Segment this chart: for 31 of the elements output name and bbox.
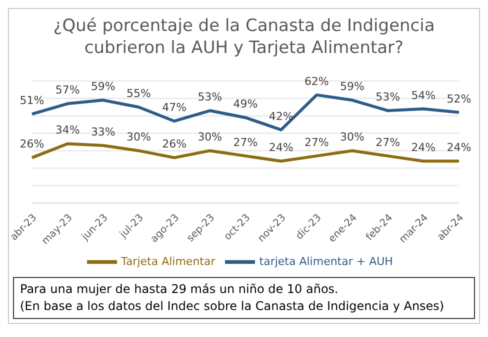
data-label: 27% <box>233 136 258 149</box>
data-label: 53% <box>376 90 400 104</box>
data-label: 49% <box>233 98 258 111</box>
data-label: 55% <box>126 87 151 100</box>
data-label: 62% <box>304 74 329 88</box>
data-label: 26% <box>162 138 187 151</box>
data-label: 24% <box>446 141 472 154</box>
text: Para una mujer de hasta 29 más un niño de 10 años. <box>20 281 340 298</box>
data-label: 27% <box>304 136 329 149</box>
chart-title: ¿Qué porcentaje de la Canasta de Indigencia cubrieron la AUH y Tarjeta Alimentar? <box>52 15 436 59</box>
data-label: 59% <box>90 80 116 94</box>
legend-label: Tarjeta Alimentar <box>121 255 216 268</box>
data-label: 26% <box>20 138 44 151</box>
data-label: 24% <box>411 141 436 154</box>
data-label: 33% <box>90 125 116 138</box>
data-label: 53% <box>198 90 222 104</box>
data-label: 57% <box>55 84 80 97</box>
text: (En base a los datos del Indec sobre la Canasta de Indigencia y Anses) <box>20 298 446 315</box>
data-label: 30% <box>340 130 364 144</box>
data-label: 24% <box>268 141 294 154</box>
data-label: 30% <box>126 130 151 144</box>
data-label: 59% <box>340 80 364 94</box>
data-label: 42% <box>268 110 294 123</box>
data-label: 34% <box>55 124 80 137</box>
data-label: 52% <box>446 92 472 106</box>
data-label: 30% <box>198 130 222 144</box>
data-label: 51% <box>20 94 44 108</box>
data-label: 27% <box>376 136 400 149</box>
data-label: 47% <box>162 101 187 114</box>
legend-label: tarjeta Alimentar + AUH <box>259 255 393 268</box>
data-label: 54% <box>411 88 436 102</box>
